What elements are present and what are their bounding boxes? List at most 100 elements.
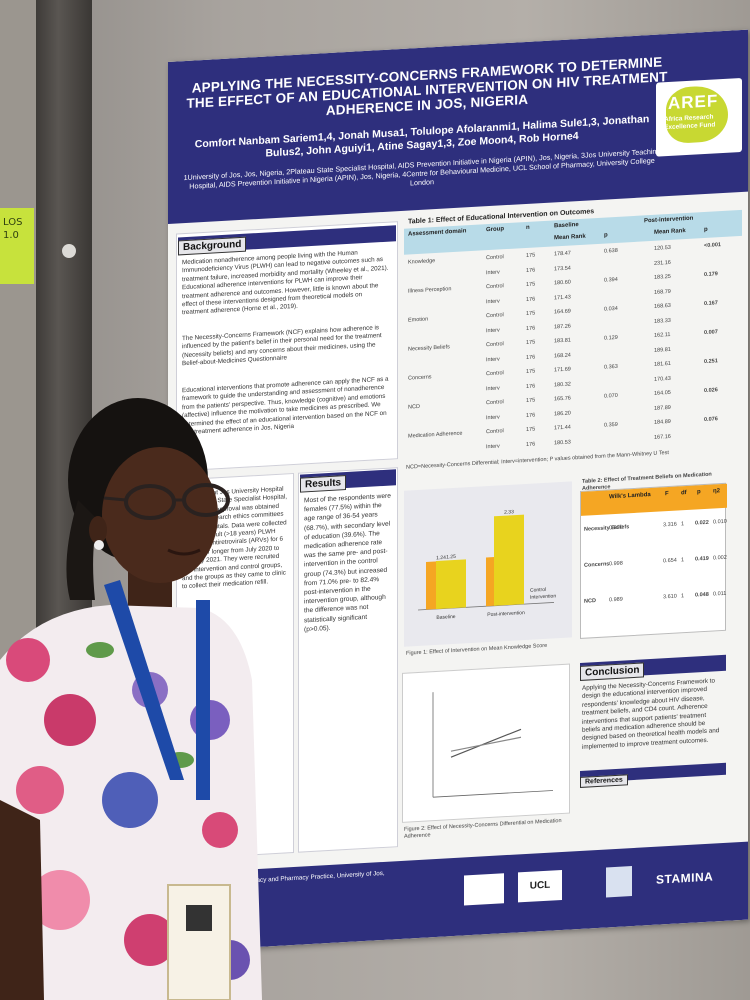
table2-cell: 0.989	[609, 596, 623, 604]
table1-cell: 189.81	[654, 346, 671, 354]
table1-cell: 0.007	[704, 329, 718, 337]
table2-cell: 1	[681, 593, 685, 600]
university-crest-icon	[606, 866, 632, 898]
table1-cell: 168.79	[654, 288, 671, 296]
table1-cell: 183.81	[554, 337, 571, 345]
sticky-note: LOS 1.0	[0, 208, 34, 284]
table1-cell: 184.89	[654, 418, 671, 426]
table1-col-n: n	[526, 224, 530, 231]
table1-cell: Interv	[486, 413, 500, 421]
table2-cell: 0.010	[713, 518, 727, 526]
table1-cell: 183.25	[654, 273, 671, 281]
legend-entry: Control	[530, 587, 546, 594]
poster-board-pole	[36, 0, 92, 1000]
table1-cell: 175	[526, 281, 536, 288]
table2-cell: 0.002	[713, 554, 727, 562]
table2-cell: 0.990	[609, 524, 623, 532]
table1-cell: Knowledge	[408, 258, 436, 266]
table1-cell: Control	[486, 370, 504, 378]
research-poster: APPLYING THE NECESSITY-CONCERNS FRAMEWOR…	[168, 29, 748, 953]
table1-cell: 0.026	[704, 387, 718, 395]
table1-cell: 0.076	[704, 416, 718, 424]
table1-cell: Interv	[486, 442, 500, 450]
table1-cell: 175	[526, 310, 536, 317]
footer-text: Pharmacy and Pharmacy Practice, Universi…	[238, 869, 385, 894]
table2-row: NCD 0.989 3.610 1 0.048 0.011	[581, 588, 727, 610]
table1-cell: Interv	[486, 326, 500, 334]
table1-cell: 0.129	[604, 334, 618, 342]
table1-cell: Control	[486, 428, 504, 436]
table1-cell: Control	[486, 283, 504, 291]
methods-text: conducted at Jos University Hospital and…	[182, 485, 288, 591]
table1-cell: 186.20	[554, 409, 571, 417]
legend-entry: Intervention	[530, 593, 556, 600]
table1-cell: 175	[526, 397, 536, 404]
table2: Wilk's Lambda F df p η2 Necessity Belief…	[580, 482, 727, 639]
table1-cell: 176	[526, 411, 536, 419]
table1-cell: 176	[526, 295, 536, 303]
table1-col-group: Group	[486, 226, 504, 234]
table1-cell: Medication Adherence	[408, 430, 463, 440]
table1-cell: 173.54	[554, 264, 571, 272]
bar-value-label: 1.24	[436, 555, 446, 562]
table1-cell: Interv	[486, 355, 500, 363]
table2-cell: Concerns	[584, 561, 610, 569]
references-heading: References	[580, 762, 726, 788]
pin-marker	[62, 244, 76, 258]
aref-logo: AREF Africa Research Excellence Fund	[656, 77, 742, 157]
table1-cell: 0.034	[604, 305, 618, 313]
bar-intervention-0	[436, 559, 466, 610]
table1-cell: 162.11	[654, 331, 671, 339]
table1-cell: Interv	[486, 297, 500, 305]
table2-cell: 1	[681, 521, 685, 528]
table2-col-p: p	[697, 489, 701, 496]
background-paragraph-1: Medication nonadherence among people liv…	[182, 249, 389, 317]
stamina-logo: STAMINA	[656, 869, 714, 887]
table1-cell: 176	[526, 382, 536, 390]
ucl-logo: UCL	[518, 869, 562, 903]
table1-cell: Necessity Beliefs	[408, 344, 450, 353]
table1-cell: 0.070	[604, 392, 618, 400]
aref-footer-logo	[464, 873, 504, 906]
poster-header: APPLYING THE NECESSITY-CONCERNS FRAMEWOR…	[168, 29, 748, 224]
table1-cell: 175	[526, 252, 536, 259]
table1-cell: 180.32	[554, 380, 571, 388]
table1-cell: 170.43	[654, 375, 671, 383]
table1-cell: 176	[526, 324, 536, 332]
table2-col-wilks: Wilk's Lambda	[609, 492, 651, 501]
category-label: Baseline	[436, 614, 455, 621]
table2-cell: 0.011	[713, 590, 727, 598]
table1-sub-p-1: p	[604, 232, 608, 239]
table1-cell: 168.63	[654, 302, 671, 310]
poster-body: Background Medication nonadherence among…	[168, 192, 748, 952]
ncd-line-chart	[402, 663, 570, 823]
table1-cell: Illness Perception	[408, 286, 452, 295]
conclusion-heading: Conclusion	[580, 654, 726, 681]
table2-col-f: F	[665, 491, 669, 498]
table2-cell: 0.998	[609, 560, 623, 568]
table1-cell: 175	[526, 368, 536, 375]
table2-cell: 0.419	[695, 555, 709, 563]
wall-panel	[0, 0, 38, 1000]
table1-col-baseline: Baseline	[554, 222, 579, 230]
table1-cell: 187.89	[654, 404, 671, 412]
table1-cell: Control	[486, 341, 504, 349]
table1-cell: 171.69	[554, 366, 571, 374]
table1-cell: 0.167	[704, 300, 718, 308]
table2-cell: NCD	[584, 598, 596, 605]
table1-cell: Control	[486, 399, 504, 407]
table1-cell: 178.47	[554, 250, 571, 258]
category-label: Post-intervention	[487, 610, 525, 618]
table2-cell: 1	[681, 557, 685, 564]
table1-cell: 231.16	[654, 259, 671, 267]
table2-cell: 0.654	[663, 557, 677, 565]
table1-sub-meanrank-1: Mean Rank	[554, 233, 586, 242]
table1-cell: 176	[526, 440, 536, 448]
results-text: Most of the respondents were females (77…	[304, 492, 391, 634]
table2-col-df: df	[681, 490, 687, 497]
bar-intervention-1	[494, 514, 524, 606]
table1-cell: 183.33	[654, 317, 671, 325]
line-chart-svg	[432, 692, 553, 798]
table1-cell: 175	[526, 339, 536, 346]
table2-cell: 0.048	[695, 591, 709, 599]
